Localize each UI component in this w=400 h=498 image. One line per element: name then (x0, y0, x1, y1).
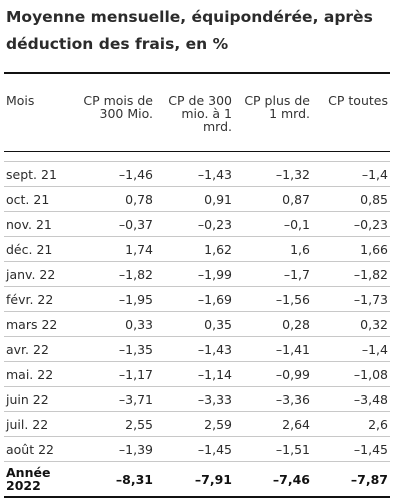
value-cell: –1,39 (76, 436, 155, 462)
value-cell: –3,48 (312, 386, 390, 412)
value-cell: –3,36 (234, 386, 312, 412)
table-row: nov. 21 –0,37 –0,23 –0,1 –0,23 (4, 211, 390, 237)
value-cell: –1,51 (234, 436, 312, 462)
value-cell: 0,33 (76, 311, 155, 337)
table-row: janv. 22 –1,82 –1,99 –1,7 –1,82 (4, 261, 390, 287)
value-cell: –1,43 (155, 336, 234, 362)
value-cell: 0,78 (76, 186, 155, 212)
value-cell: 2,59 (155, 411, 234, 437)
value-cell: –0,23 (155, 211, 234, 237)
header-row: Mois CP mois de 300 Mio. CP de 300 mio. … (4, 73, 390, 152)
value-cell: –1,45 (312, 436, 390, 462)
value-cell: –1,32 (234, 161, 312, 187)
value-cell: –1,95 (76, 286, 155, 312)
month-cell: févr. 22 (4, 286, 76, 312)
value-cell: 0,35 (155, 311, 234, 337)
value-cell: –1,17 (76, 361, 155, 387)
header-cp-300-to-1bn: CP de 300 mio. à 1 mrd. (155, 73, 234, 152)
document: Moyenne mensuelle, équipondérée, après d… (4, 8, 390, 498)
value-cell: –3,71 (76, 386, 155, 412)
value-cell: 1,66 (312, 236, 390, 262)
total-row: Année 2022 –8,31 –7,91 –7,46 –7,87 (4, 461, 390, 498)
table-row: mars 22 0,33 0,35 0,28 0,32 (4, 311, 390, 337)
month-cell: mars 22 (4, 311, 76, 337)
value-cell: 2,64 (234, 411, 312, 437)
table-row: déc. 21 1,74 1,62 1,6 1,66 (4, 236, 390, 262)
value-cell: 0,85 (312, 186, 390, 212)
value-cell: –3,33 (155, 386, 234, 412)
value-cell: 1,74 (76, 236, 155, 262)
value-cell: –1,69 (155, 286, 234, 312)
total-value-cell: –7,91 (155, 461, 234, 498)
total-value-cell: –7,46 (234, 461, 312, 498)
month-cell: déc. 21 (4, 236, 76, 262)
returns-table: Mois CP mois de 300 Mio. CP de 300 mio. … (4, 72, 390, 498)
value-cell: –0,1 (234, 211, 312, 237)
month-cell: janv. 22 (4, 261, 76, 287)
table-row: août 22 –1,39 –1,45 –1,51 –1,45 (4, 436, 390, 462)
total-value-cell: –7,87 (312, 461, 390, 498)
month-cell: nov. 21 (4, 211, 76, 237)
value-cell: –1,14 (155, 361, 234, 387)
table-row: sept. 21 –1,46 –1,43 –1,32 –1,4 (4, 161, 390, 187)
value-cell: –1,82 (312, 261, 390, 287)
value-cell: –1,41 (234, 336, 312, 362)
value-cell: –1,45 (155, 436, 234, 462)
month-cell: sept. 21 (4, 161, 76, 187)
table-row: avr. 22 –1,35 –1,43 –1,41 –1,4 (4, 336, 390, 362)
table-row: juin 22 –3,71 –3,33 –3,36 –3,48 (4, 386, 390, 412)
table-row: févr. 22 –1,95 –1,69 –1,56 –1,73 (4, 286, 390, 312)
value-cell: –1,08 (312, 361, 390, 387)
header-cp-over-1bn: CP plus de 1 mrd. (234, 73, 312, 152)
value-cell: –1,35 (76, 336, 155, 362)
month-cell: juil. 22 (4, 411, 76, 437)
value-cell: –0,37 (76, 211, 155, 237)
value-cell: 2,55 (76, 411, 155, 437)
value-cell: –1,43 (155, 161, 234, 187)
month-cell: oct. 21 (4, 186, 76, 212)
value-cell: –0,99 (234, 361, 312, 387)
table-row: juil. 22 2,55 2,59 2,64 2,6 (4, 411, 390, 437)
value-cell: –1,4 (312, 161, 390, 187)
month-cell: mai. 22 (4, 361, 76, 387)
table-row: oct. 21 0,78 0,91 0,87 0,85 (4, 186, 390, 212)
table-title: Moyenne mensuelle, équipondérée, après d… (6, 8, 373, 53)
value-cell: –0,23 (312, 211, 390, 237)
value-cell: 0,87 (234, 186, 312, 212)
month-cell: août 22 (4, 436, 76, 462)
header-month: Mois (4, 73, 76, 152)
month-cell: juin 22 (4, 386, 76, 412)
total-label: Année 2022 (4, 461, 76, 498)
value-cell: 0,91 (155, 186, 234, 212)
spacer-row (4, 151, 390, 162)
value-cell: –1,7 (234, 261, 312, 287)
header-cp-all: CP toutes (312, 73, 390, 152)
total-value-cell: –8,31 (76, 461, 155, 498)
value-cell: –1,4 (312, 336, 390, 362)
value-cell: –1,73 (312, 286, 390, 312)
value-cell: 0,32 (312, 311, 390, 337)
value-cell: –1,82 (76, 261, 155, 287)
value-cell: 1,62 (155, 236, 234, 262)
value-cell: –1,99 (155, 261, 234, 287)
value-cell: –1,46 (76, 161, 155, 187)
value-cell: 2,6 (312, 411, 390, 437)
header-cp-under-300: CP mois de 300 Mio. (76, 73, 155, 152)
table-row: mai. 22 –1,17 –1,14 –0,99 –1,08 (4, 361, 390, 387)
value-cell: 0,28 (234, 311, 312, 337)
value-cell: –1,56 (234, 286, 312, 312)
month-cell: avr. 22 (4, 336, 76, 362)
value-cell: 1,6 (234, 236, 312, 262)
